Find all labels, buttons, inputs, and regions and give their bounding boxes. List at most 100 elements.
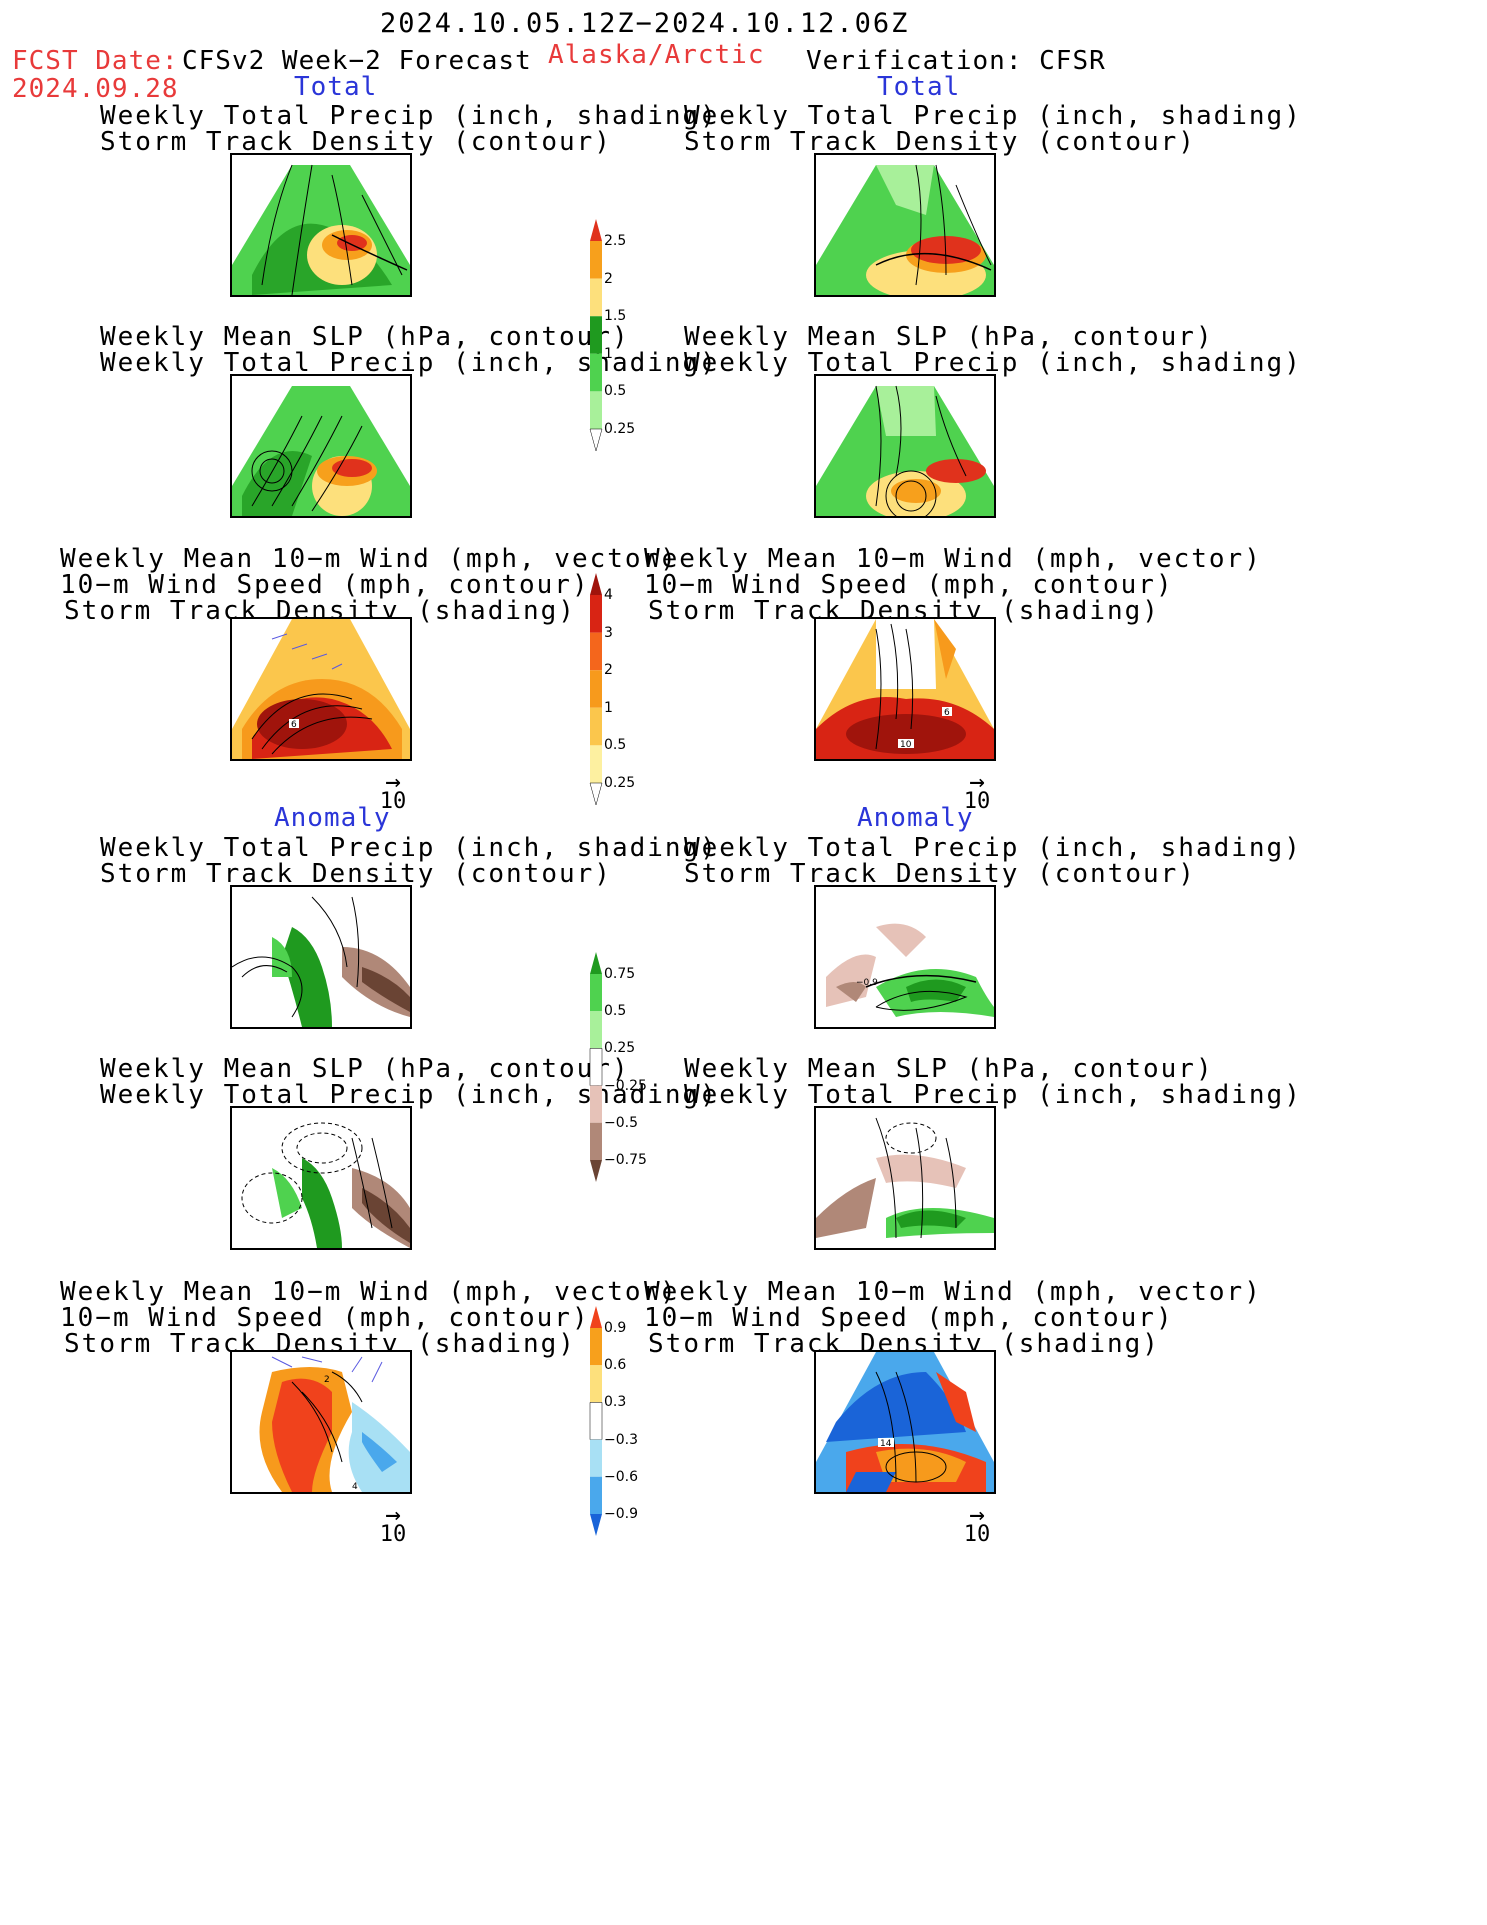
colorbar-segment [590,219,602,241]
section-total-right: Total [877,72,961,102]
colorbar-graphic [589,219,603,452]
map-precip-anom-right: −0.9 [814,885,996,1029]
title-line-2: 10−m Wind Speed (mph, contour) [60,1303,590,1333]
colorbar-segment [589,1402,603,1440]
colorbar-tick-label: 1 [604,345,613,362]
colorbar-segment [590,573,602,595]
title-line-2: Storm Track Density (contour) [684,127,1196,157]
map-precip-total-right [814,153,996,297]
colorbar-tick-label: −0.9 [604,1506,638,1522]
colorbar-segment [590,952,602,974]
contour-label: 2 [324,1375,330,1385]
map-slp-anom-right [814,1106,996,1250]
colorbar-tick-label: 2 [604,662,613,679]
map-wind-anom-left: 2 4 [230,1350,412,1494]
contour-label: 4 [352,1482,358,1492]
colorbar-storm-total: 4 3 2 1 0.5 0.25 [588,573,648,806]
region-label: Alaska/Arctic [548,40,765,70]
colorbar-segment [590,1011,602,1049]
colorbar-tick-label: 0.6 [604,1357,627,1374]
title-line-1: Weekly Total Precip (inch, shading) [684,833,1302,863]
title-wind-anom-left: Weekly Mean 10−m Wind (mph, vector) 10−m… [60,1277,678,1357]
colorbar-segment [590,1160,602,1182]
colorbar-segment [589,782,603,806]
colorbar-segment [590,391,602,429]
title-line-2: Weekly Total Precip (inch, shading) [100,1080,718,1110]
vector-scale-value: 10 [963,789,991,814]
colorbar-segment [589,428,603,452]
title-precip-total-left: Weekly Total Precip (inch, shading) Stor… [100,101,718,157]
title-precip-total-right: Weekly Total Precip (inch, shading) Stor… [684,101,1302,157]
colorbar-tick-label: 4 [604,587,613,603]
map-precip-anom-left [230,885,412,1029]
colorbar-segment [590,632,602,671]
title-line-1: Weekly Mean SLP (hPa, contour) [100,322,630,352]
contour-label: 6 [291,720,297,730]
title-line-2: Storm Track Density (contour) [100,127,612,157]
right-arrow-icon: → [969,1500,985,1530]
fcst-date-label: FCST Date: [12,46,179,76]
colorbar-segment [590,1085,602,1123]
title-precip-anom-left: Weekly Total Precip (inch, shading) Stor… [100,833,718,889]
title-line-1: Weekly Total Precip (inch, shading) [100,101,718,131]
verification-label: Verification: CFSR [806,46,1106,76]
colorbar-tick-label: 2 [604,270,613,287]
title-line-2: 10−m Wind Speed (mph, contour) [644,1303,1174,1333]
title-line-1: Weekly Mean 10−m Wind (mph, vector) [644,1277,1262,1307]
colorbar-segment [590,316,602,354]
colorbar-tick-label: 0.75 [604,966,636,982]
colorbar-graphic [589,1306,603,1536]
colorbar-segment [590,1306,602,1328]
title-wind-total-right: Weekly Mean 10−m Wind (mph, vector) 10−m… [644,544,1262,624]
vector-scale-value: 10 [379,789,407,814]
title-line-1: Weekly Mean 10−m Wind (mph, vector) [644,544,1262,574]
fcst-date-value: 2024.09.28 [12,74,179,104]
title-slp-anom-left: Weekly Mean SLP (hPa, contour) Weekly To… [100,1056,718,1110]
title-slp-total-right: Weekly Mean SLP (hPa, contour) Weekly To… [684,322,1300,376]
map-precip-total-left [230,153,412,297]
title-line-2: Storm Track Density (contour) [100,859,612,889]
colorbar-tick-label: 0.5 [604,1003,627,1020]
colorbar-tick-label: 0.25 [604,775,636,791]
colorbar-segment [590,1328,602,1366]
colorbar-segment [590,1476,602,1514]
contour-label: 14 [880,1439,892,1449]
title-line-1: Weekly Mean SLP (hPa, contour) [684,322,1214,352]
title-line-1: Weekly Mean 10−m Wind (mph, vector) [60,544,678,574]
colorbar-segment [590,1439,602,1477]
section-total-left: Total [294,72,378,102]
map-slp-total-right [814,374,996,518]
section-anomaly-left: Anomaly [274,803,391,833]
colorbar-tick-label: −0.6 [604,1468,638,1485]
colorbar-segment [590,1514,602,1536]
right-arrow-icon: → [385,1500,401,1530]
title-line-1: Weekly Mean 10−m Wind (mph, vector) [60,1277,678,1307]
colorbar-segment [590,707,602,746]
map-wind-anom-right: 14 [814,1350,996,1494]
title-slp-anom-right: Weekly Mean SLP (hPa, contour) Weekly To… [684,1054,1300,1108]
title-line-1: Weekly Total Precip (inch, shading) [684,101,1302,131]
colorbar-tick-label: −0.3 [604,1431,638,1448]
colorbar-precip-anom: 0.75 0.5 0.25 −0.25 −0.5 −0.75 [588,952,648,1182]
title-line-1: Weekly Mean SLP (hPa, contour) [684,1054,1214,1084]
map-slp-anom-left [230,1106,412,1250]
title-line-1: Weekly Total Precip (inch, shading) [100,833,718,863]
contour-label: 10 [900,740,912,750]
colorbar-tick-label: 0.25 [604,1040,636,1057]
colorbar-segment [590,745,602,783]
forecast-label: CFSv2 Week−2 Forecast [182,46,532,76]
map-wind-total-left: 6 [230,617,412,761]
colorbar-segment [590,1122,602,1160]
colorbar-tick-label: −0.75 [604,1152,647,1168]
colorbar-tick-label: 0.3 [604,1394,627,1411]
colorbar-tick-label: 1.5 [604,308,627,325]
colorbar-segment [590,353,602,392]
title-line-2: 10−m Wind Speed (mph, contour) [644,570,1174,600]
map-wind-total-right: 10 6 [814,617,996,761]
title-slp-total-left: Weekly Mean SLP (hPa, contour) Weekly To… [100,322,716,376]
contour-label: −0.9 [856,978,878,988]
right-arrow-icon: → [969,767,985,797]
section-anomaly-right: Anomaly [857,803,974,833]
contour-label: 6 [944,708,950,718]
colorbar-tick-label: 0.5 [604,383,627,400]
